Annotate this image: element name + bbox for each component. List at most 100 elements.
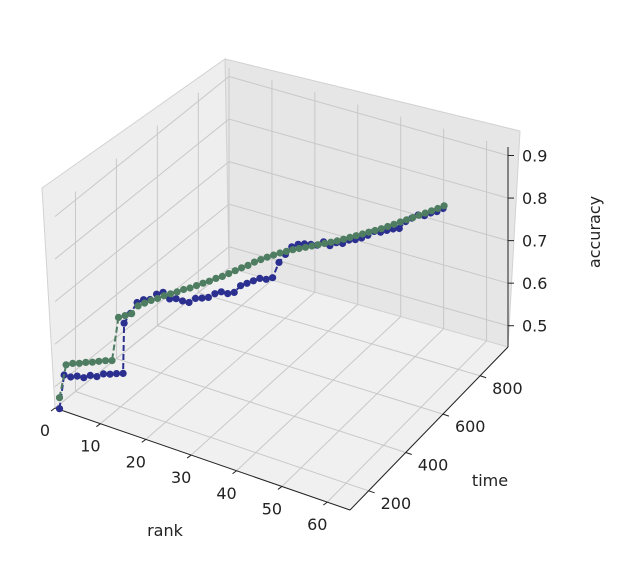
x-tick-mark bbox=[323, 501, 328, 506]
series-point-1 bbox=[358, 230, 367, 238]
series-point-1 bbox=[244, 261, 252, 269]
series-point-1 bbox=[276, 249, 284, 257]
series-point-0 bbox=[224, 290, 232, 298]
series-point-0 bbox=[185, 298, 193, 307]
y-tick-mark bbox=[368, 490, 375, 494]
series-point-0 bbox=[249, 277, 257, 285]
z-tick-label: 0.7 bbox=[522, 232, 547, 251]
series-point-0 bbox=[119, 369, 127, 377]
series-point-0 bbox=[179, 297, 187, 305]
series-point-1 bbox=[289, 246, 297, 254]
y-tick-label: 200 bbox=[381, 494, 412, 513]
series-point-0 bbox=[120, 319, 128, 327]
y-axis-label: time bbox=[472, 471, 508, 490]
x-tick-label: 10 bbox=[80, 437, 100, 456]
x-tick-mark bbox=[141, 438, 147, 443]
series-point-1 bbox=[238, 264, 246, 272]
series-point-1 bbox=[186, 284, 194, 292]
series-point-1 bbox=[340, 235, 348, 243]
series-point-1 bbox=[403, 216, 411, 224]
y-tick-mark bbox=[405, 451, 412, 455]
series-point-1 bbox=[192, 282, 201, 290]
y-tick-label: 800 bbox=[492, 379, 523, 398]
x-tick-mark bbox=[277, 486, 283, 490]
series-point-1 bbox=[167, 290, 175, 298]
z-tick-label: 0.5 bbox=[522, 317, 547, 336]
series-point-1 bbox=[69, 359, 77, 367]
series-layer bbox=[55, 202, 448, 413]
y-grid-floor bbox=[116, 358, 406, 453]
series-point-1 bbox=[333, 237, 341, 245]
series-point-0 bbox=[269, 274, 277, 282]
x-tick-label: 0 bbox=[40, 421, 50, 440]
series-point-1 bbox=[415, 211, 423, 219]
series-point-1 bbox=[147, 296, 155, 304]
series-point-1 bbox=[75, 359, 83, 367]
x-tick-mark bbox=[232, 470, 237, 475]
series-point-1 bbox=[108, 357, 116, 365]
series-point-0 bbox=[106, 370, 114, 378]
z-grid-back bbox=[228, 161, 509, 242]
series-point-0 bbox=[237, 282, 245, 290]
grid-lines bbox=[54, 68, 509, 503]
x-tick-label: 40 bbox=[216, 484, 236, 503]
series-point-0 bbox=[395, 224, 403, 233]
x-tick-label: 30 bbox=[171, 468, 191, 487]
series-point-1 bbox=[257, 256, 265, 264]
z-grid-back bbox=[228, 76, 509, 156]
series-point-0 bbox=[67, 373, 75, 381]
series-point-1 bbox=[88, 358, 96, 366]
y-tick-label: 600 bbox=[455, 417, 486, 436]
series-point-1 bbox=[141, 299, 149, 307]
x-tick-mark bbox=[96, 423, 101, 428]
series-point-1 bbox=[55, 394, 64, 402]
series-point-1 bbox=[205, 277, 213, 285]
series-point-1 bbox=[218, 272, 226, 280]
series-point-1 bbox=[434, 204, 442, 213]
z-grid-left bbox=[54, 118, 230, 260]
series-point-0 bbox=[55, 405, 64, 413]
x-tick-label: 60 bbox=[307, 515, 327, 534]
series-point-1 bbox=[365, 228, 373, 236]
y-grid-floor bbox=[198, 292, 481, 377]
series-point-1 bbox=[114, 313, 123, 321]
series-point-0 bbox=[198, 294, 206, 302]
axes: 0 10 20 30 40 50 60 200 400 600 800 0.5 0.6 0.7 0.8 0.9 bbox=[40, 147, 548, 535]
y-grid-floor bbox=[157, 325, 444, 415]
series-point-1 bbox=[160, 292, 168, 300]
x-tick-label: 20 bbox=[126, 452, 146, 471]
series-line-0 bbox=[58, 207, 444, 409]
series-point-1 bbox=[62, 361, 70, 369]
series-point-0 bbox=[191, 294, 200, 302]
z-grid-back bbox=[228, 246, 509, 327]
series-point-1 bbox=[231, 267, 239, 275]
z-tick-label: 0.9 bbox=[522, 147, 547, 166]
x-axis-label: rank bbox=[147, 521, 184, 540]
y-tick-label: 400 bbox=[418, 455, 449, 474]
x-grid-floor bbox=[190, 304, 359, 456]
series-point-1 bbox=[384, 222, 392, 231]
series-point-0 bbox=[217, 288, 225, 296]
x-grid-floor bbox=[145, 291, 316, 440]
series-point-1 bbox=[390, 220, 398, 228]
series-point-0 bbox=[99, 370, 108, 378]
z-grid-left bbox=[54, 203, 230, 345]
x-grid-floor bbox=[54, 267, 230, 409]
series-point-1 bbox=[409, 214, 417, 222]
series-point-1 bbox=[82, 358, 90, 366]
series-point-0 bbox=[230, 288, 238, 296]
series-point-0 bbox=[256, 274, 264, 282]
z-grid-left bbox=[54, 161, 230, 303]
series-point-1 bbox=[270, 251, 278, 259]
series-point-1 bbox=[101, 357, 110, 365]
series-point-1 bbox=[128, 310, 136, 318]
series-point-1 bbox=[212, 274, 220, 282]
z-grid-back bbox=[228, 118, 509, 199]
series-point-1 bbox=[352, 232, 360, 240]
series-point-1 bbox=[173, 288, 181, 296]
series-point-1 bbox=[371, 226, 379, 235]
series-point-0 bbox=[80, 374, 88, 382]
y-grid-floor bbox=[75, 391, 369, 492]
series-point-0 bbox=[73, 372, 81, 380]
